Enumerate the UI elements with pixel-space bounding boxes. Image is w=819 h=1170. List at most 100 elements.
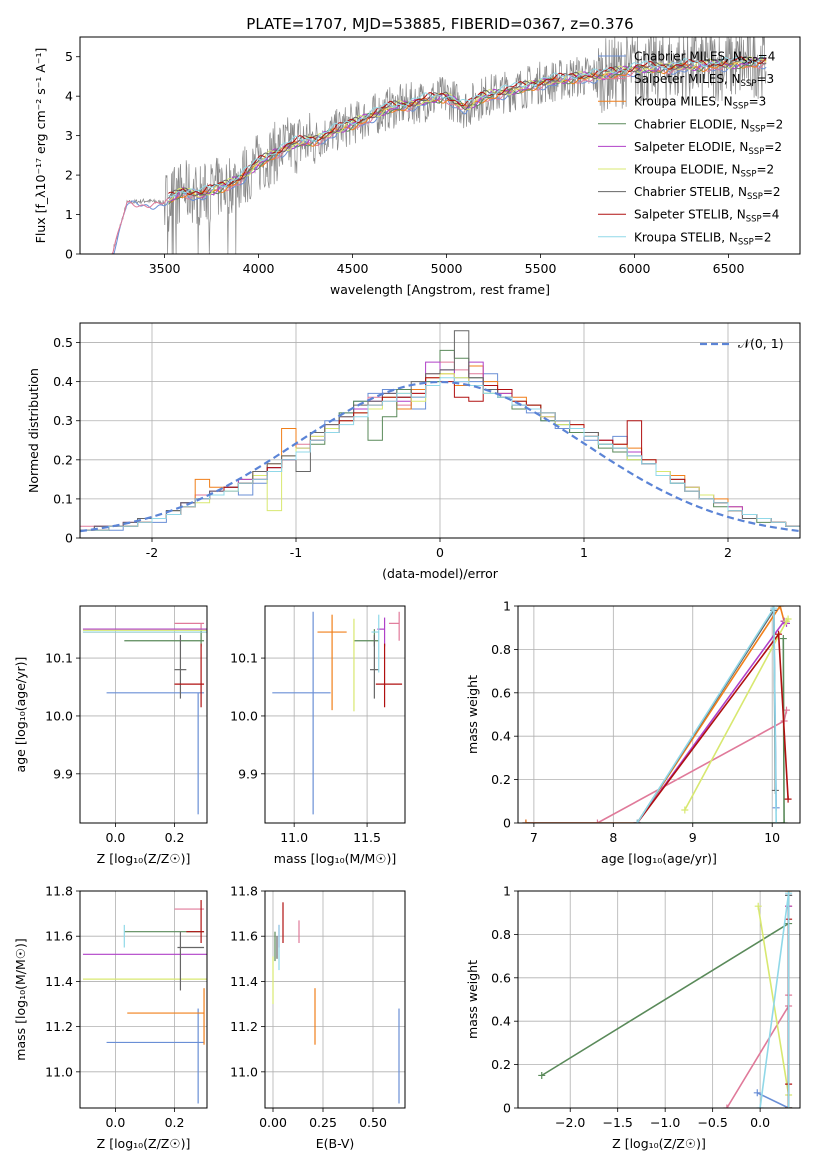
weight_vs_Z-xtick-label-0: −2.0: [555, 1115, 585, 1130]
legend-subscript: SSP: [738, 237, 754, 247]
mass_vs_ebv-points: [272, 902, 400, 1104]
weight_vs_Z-marker-kroupa_stelib: [785, 1104, 793, 1108]
legend-entry-salpeter_stelib: Salpeter STELIB, NSSP=4: [634, 208, 779, 225]
spectrum-model-salpeter_stelib: [168, 56, 767, 196]
mass_vs_ebv-ytick-label-4: 11.8: [230, 884, 258, 899]
residuals-frame: [79, 322, 801, 539]
weight_vs_age-marker-kroupa_miles: [776, 606, 784, 610]
weight_vs_Z-marker-kroupa_stelib: [785, 891, 793, 897]
age_vs_Z-xtick-label-1: 0.2: [165, 830, 185, 845]
weight_vs_Z-ylabel: mass weight: [465, 960, 480, 1039]
legend-subscript: SSP: [746, 215, 762, 225]
weight_vs_Z-marker-kroupa_elodie: [754, 902, 762, 910]
spectrum-xlabel: wavelength [Angstrom, rest frame]: [330, 282, 550, 297]
age_vs_mass-xtick-label-1: 11.5: [353, 830, 381, 845]
weight_vs_age-ytick-label-3: 0.6: [491, 685, 511, 700]
residual-legend-label: 𝒩(0, 1): [738, 336, 784, 351]
weight_vs_age-marker-salpeter_miles: [593, 819, 601, 823]
legend-subscript: SSP: [733, 102, 749, 112]
weight_vs_age-marker-kroupa_stelib: [770, 606, 778, 612]
mass_vs_ebv-ytick-label-2: 11.4: [230, 974, 258, 989]
residuals-ytick-label-4: 0.4: [53, 374, 73, 389]
legend-entry-chabrier_miles: Chabrier MILES, NSSP=4: [634, 50, 775, 67]
mass_vs_Z-frame: [79, 890, 208, 1109]
legend-tail: =2: [754, 230, 772, 244]
residuals-ytick-label-1: 0.1: [53, 491, 73, 506]
legend-tail: =3: [756, 72, 774, 86]
age_vs_Z-ytick-label-2: 10.1: [45, 651, 73, 666]
spectrum-legend: Chabrier MILES, NSSP=4 Salpeter MILES, NS…: [598, 50, 783, 247]
spectrum-ytick-label-2: 2: [65, 168, 73, 183]
age_vs_Z-axes: 0.0 0.2 9.9 10.0 10.1: [45, 606, 207, 845]
spectrum-ytick-label-4: 4: [65, 89, 73, 104]
spectrum-ytick-label-3: 3: [65, 128, 73, 143]
residuals-xtick-label-1: -1: [290, 545, 302, 560]
legend-entry-chabrier_elodie: Chabrier ELODIE, NSSP=2: [634, 117, 783, 134]
weight_vs_age-ytick-label-2: 0.4: [491, 729, 511, 744]
weight_vs_Z-lines: [538, 891, 793, 1108]
spectrum-xtick-label-1: 4000: [243, 261, 275, 276]
weight_vs_Z-marker-kroupa_stelib: [756, 1104, 764, 1108]
spectrum-frame: [79, 36, 801, 255]
mass_vs_Z-ytick-label-3: 11.6: [45, 929, 73, 944]
weight_vs_age-lines: [522, 606, 792, 823]
weight_vs_age-line-salpeter_miles: [525, 710, 788, 823]
spectrum-ylabel: Flux [f_λ10⁻¹⁷ erg cm⁻² s⁻¹ A⁻¹]: [33, 48, 48, 244]
spectrum-xtick-label-6: 6500: [713, 261, 745, 276]
weight_vs_age-ytick-label-5: 1: [503, 599, 511, 614]
legend-tail: =2: [756, 163, 774, 177]
legend-tail: =4: [758, 50, 776, 64]
weight_vs_age-xtick-label-3: 10: [764, 830, 780, 845]
weight_vs_Z-xtick-label-4: 0.0: [750, 1115, 770, 1130]
weight_vs_age-marker-salpeter_stelib: [784, 795, 792, 803]
legend-entry-kroupa_elodie: Kroupa ELODIE, NSSP=2: [634, 163, 774, 180]
weight_vs_age-ylabel: mass weight: [465, 675, 480, 754]
age_vs_mass-xtick-label-0: 11.0: [280, 830, 308, 845]
residuals-ytick-label-2: 0.2: [53, 452, 73, 467]
legend-tail: =3: [749, 95, 767, 109]
normal-curve: [80, 380, 800, 533]
weight_vs_age-ytick-label-4: 0.8: [491, 642, 511, 657]
legend-tail: =2: [766, 117, 784, 131]
age_vs_mass-ytick-label-1: 10.0: [230, 708, 258, 723]
weight_vs_age-frame: [517, 605, 801, 824]
spectrum-xtick-label-5: 6000: [619, 261, 651, 276]
mass_vs_Z-ylabel: mass [log₁₀(M/M☉)]: [13, 938, 28, 1060]
weight_vs_Z-xtick-label-3: −0.5: [697, 1115, 727, 1130]
mass_vs_ebv-xtick-label-2: 0.50: [359, 1115, 387, 1130]
weight_vs_age-xtick-label-1: 8: [609, 830, 617, 845]
spectrum-xtick-label-4: 5500: [525, 261, 557, 276]
weight_vs_age-ytick-label-0: 0: [503, 816, 511, 831]
residual-histograms: [80, 330, 800, 533]
age_vs_Z-ytick-label-0: 9.9: [53, 766, 73, 781]
weight_vs_Z-ytick-label-2: 0.4: [491, 1014, 511, 1029]
legend-subscript: SSP: [742, 57, 758, 67]
figure-title: PLATE=1707, MJD=53885, FIBERID=0367, z=0…: [246, 15, 633, 33]
weight_vs_age-xtick-label-2: 9: [689, 830, 697, 845]
spectrum-model-salpeter_miles: [111, 61, 767, 254]
spectrum-ytick-label-1: 1: [65, 207, 73, 222]
spectrum-xtick-label-0: 3500: [149, 261, 181, 276]
weight_vs_Z-ytick-label-3: 0.6: [491, 970, 511, 985]
mass_vs_Z-ytick-label-0: 11.0: [45, 1064, 73, 1079]
age_vs_mass-axes: 11.0 11.5 9.9 10.0 10.1: [230, 606, 405, 845]
residuals-ytick-label-3: 0.3: [53, 413, 73, 428]
weight_vs_Z-xlabel: Z [log₁₀(Z/Z☉)]: [612, 1136, 706, 1151]
weight_vs_age-marker-kroupa_stelib: [772, 819, 780, 823]
weight_vs_Z-ytick-label-5: 1: [503, 884, 511, 899]
spectrum-data-line: [113, 37, 767, 254]
mass_vs_ebv-ytick-label-0: 11.0: [230, 1064, 258, 1079]
spectrum-series: [111, 37, 767, 254]
residuals-xtick-label-4: 2: [724, 545, 732, 560]
spectrum-model-kroupa_elodie: [168, 56, 767, 202]
histogram-kroupa_stelib: [80, 377, 800, 531]
age_vs_Z-ylabel: age [log₁₀(age/yr)]: [13, 657, 28, 773]
age_vs_Z-ytick-label-1: 10.0: [45, 708, 73, 723]
weight_vs_Z-xtick-label-2: −1.0: [650, 1115, 680, 1130]
legend-tail: =4: [762, 208, 780, 222]
age_vs_Z-frame: [79, 605, 208, 824]
age_vs_mass-xlabel: mass [log₁₀(M/M☉)]: [274, 851, 396, 866]
weight_vs_age-marker-kroupa_elodie: [784, 615, 792, 623]
mass_vs_ebv-ytick-label-1: 11.2: [230, 1019, 258, 1034]
